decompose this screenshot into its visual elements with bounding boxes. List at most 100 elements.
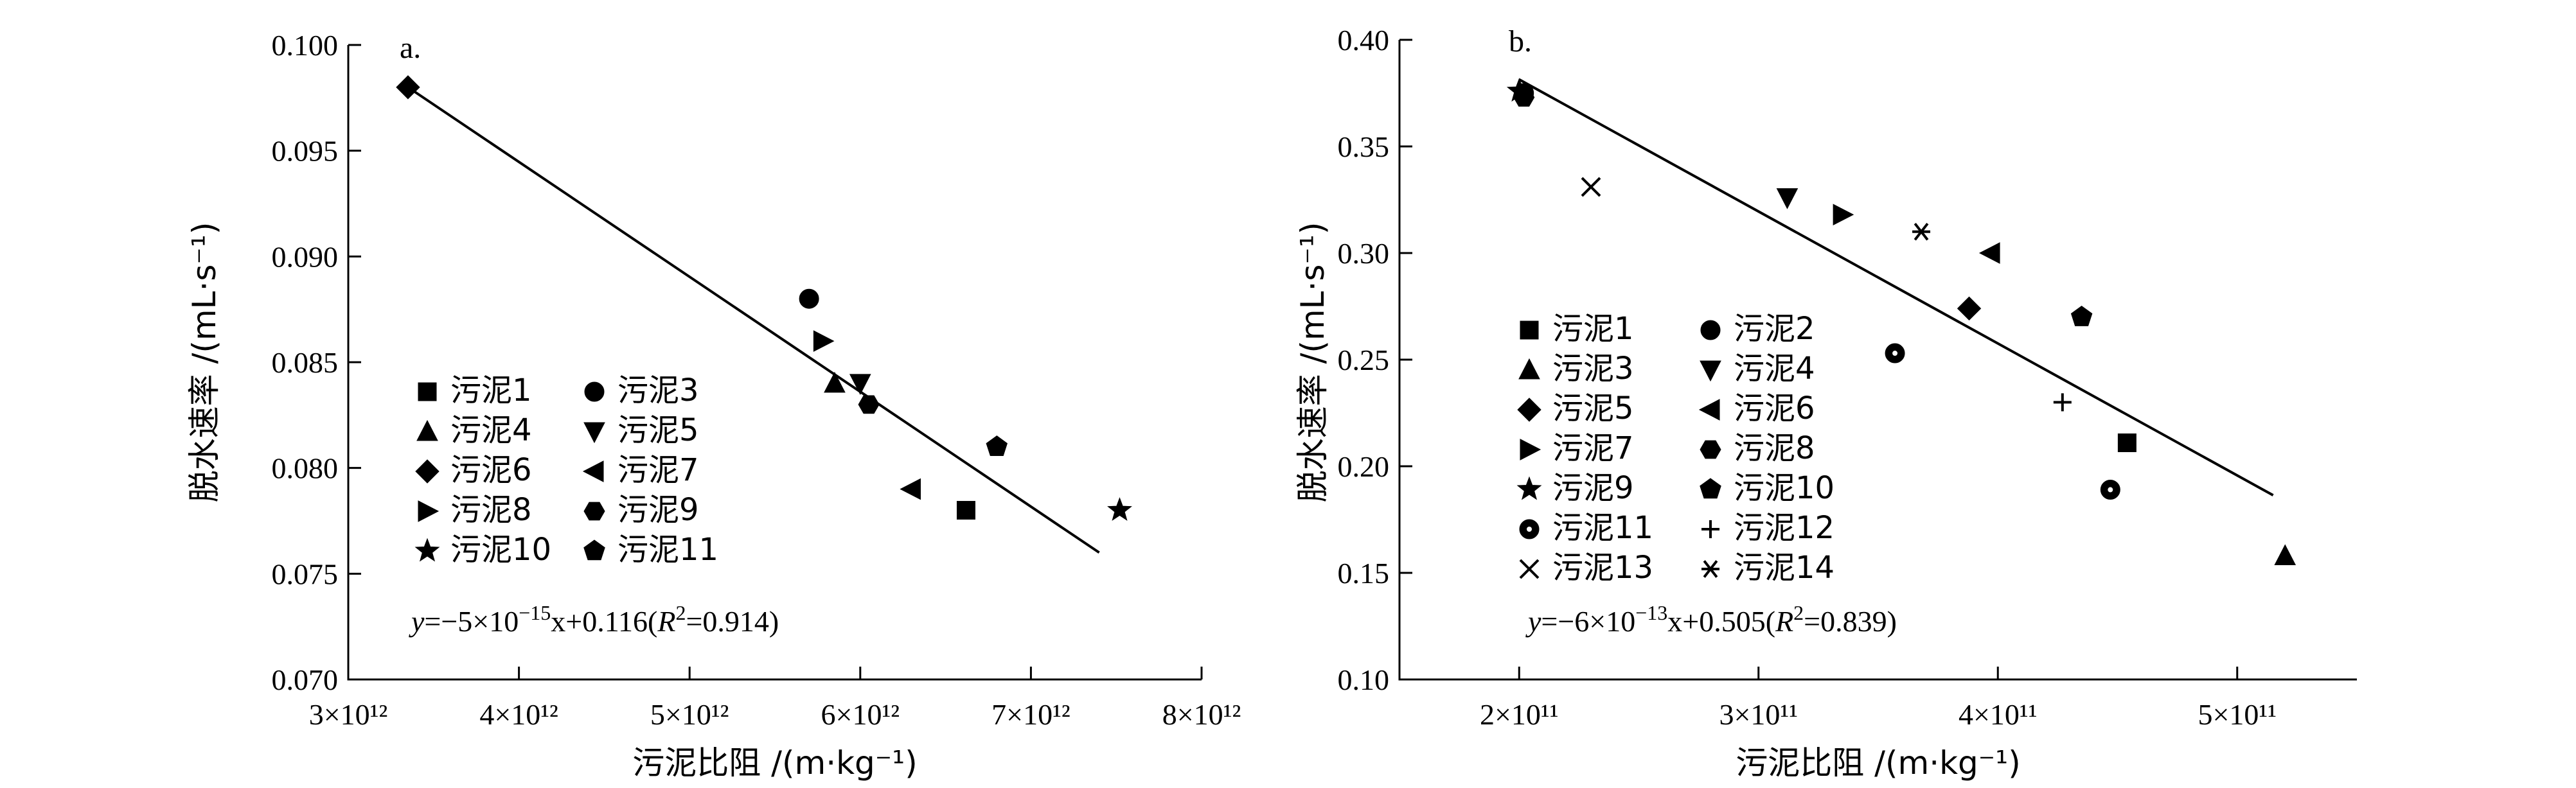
y-tick-label: 0.30 [1338, 237, 1390, 270]
legend-marker [418, 382, 437, 401]
regression-equation: y=−6×10−13x+0.505(R2=0.839) [1525, 601, 1897, 638]
legend-marker [416, 419, 438, 441]
legend-marker [1700, 360, 1721, 382]
x-tick-label: 3×10¹¹ [1719, 698, 1798, 731]
legend: 污泥1 污泥3 污泥4 污泥5 污泥6 污泥7 污泥8 污泥9 污泥10 污泥11 [414, 372, 718, 568]
y-tick-label: 0.40 [1338, 24, 1390, 57]
y-tick-label: 0.15 [1338, 557, 1390, 590]
legend-label: 污泥3 [617, 372, 699, 408]
legend-marker [584, 381, 605, 402]
chart-panel-a: 0.070 0.075 0.080 0.085 0.090 0.095 0.100 3×10¹… [186, 29, 1241, 782]
legend-label: 污泥4 [1734, 351, 1815, 387]
x-axis-label: 污泥比阻 /(m·kg⁻¹) [1736, 744, 2020, 782]
y-tick-label: 0.080 [272, 452, 339, 485]
legend-label: 污泥13 [1552, 550, 1653, 586]
regression-line [1518, 78, 2274, 496]
y-tick-label: 0.090 [272, 240, 339, 273]
x-tick-label: 5×10¹² [650, 698, 729, 731]
legend-marker [1700, 320, 1721, 340]
y-tick-label: 0.085 [272, 346, 339, 379]
legend-label: 污泥11 [1552, 510, 1653, 546]
data-point [956, 501, 975, 520]
y-tick-label: 0.100 [272, 29, 339, 62]
chart-panel-b: 0.10 0.15 0.20 0.25 0.30 0.35 0.40 2×10¹¹ 3×10¹¹… [1294, 24, 2357, 782]
legend-marker [583, 502, 605, 521]
data-point [900, 478, 921, 500]
legend-marker [583, 539, 605, 561]
legend-label: 污泥6 [1734, 390, 1815, 426]
data-point [1978, 242, 2000, 264]
data-point [1107, 497, 1132, 521]
axes [347, 45, 1202, 681]
x-tick-label: 3×10¹² [309, 698, 388, 731]
x-tick-label: 6×10¹² [821, 698, 900, 731]
x-tick-label: 4×10¹¹ [1959, 698, 2038, 731]
y-tick-label: 0.070 [272, 663, 339, 696]
y-tick-label: 0.075 [272, 557, 339, 590]
data-point [2274, 544, 2296, 565]
legend: 污泥1 污泥2 污泥3 污泥4 污泥5 污泥6 污泥7 污泥8 污泥9 污泥10 污泥11 污泥12 污… [1516, 311, 1834, 586]
legend-marker [1519, 519, 1540, 539]
panel-label: a. [400, 31, 421, 65]
y-tick-label: 0.35 [1338, 130, 1390, 163]
legend-label: 污泥3 [1552, 351, 1634, 387]
legend-marker [1700, 478, 1721, 499]
data-point [2117, 433, 2136, 452]
legend-marker [1701, 560, 1719, 578]
data-point [1776, 188, 1799, 209]
legend-marker [1698, 399, 1720, 421]
data-point [824, 371, 846, 393]
y-axis-label: 脱水速率 /(mL·s⁻¹) [186, 222, 223, 503]
legend-label: 污泥2 [1734, 311, 1815, 347]
data-point [986, 435, 1008, 456]
y-tick-label: 0.10 [1338, 663, 1390, 696]
legend-label: 污泥8 [1734, 430, 1815, 466]
data-point [2070, 305, 2093, 326]
data-point [396, 75, 420, 100]
data-point [2100, 480, 2120, 500]
legend-marker [415, 459, 440, 484]
data-point [1581, 177, 1601, 197]
legend-marker [418, 500, 440, 522]
data-point [799, 288, 819, 309]
y-tick-label: 0.095 [272, 135, 339, 168]
regression-equation: y=−5×10−15x+0.116(R2=0.914) [409, 601, 779, 638]
legend-label: 污泥7 [1552, 430, 1634, 466]
data-point [1912, 222, 1931, 241]
y-axis-label: 脱水速率 /(mL·s⁻¹) [1294, 222, 1331, 503]
legend-label: 污泥5 [617, 412, 699, 448]
legend-label: 污泥11 [617, 532, 718, 568]
legend-marker [1519, 559, 1540, 579]
x-axis-label: 污泥比阻 /(m·kg⁻¹) [632, 744, 917, 782]
axes [1398, 40, 2357, 681]
x-tick-label: 5×10¹¹ [2198, 698, 2277, 731]
legend-label: 污泥1 [450, 372, 532, 408]
legend-marker [1700, 440, 1721, 459]
legend-marker [1520, 320, 1539, 340]
legend-marker [582, 460, 604, 482]
legend-marker [1518, 358, 1540, 380]
y-tick-label: 0.25 [1338, 344, 1390, 376]
regression-line [407, 86, 1100, 554]
data-point [1506, 78, 1532, 102]
data-point [849, 374, 871, 396]
legend-label: 污泥9 [617, 492, 699, 528]
legend-label: 污泥6 [450, 452, 532, 488]
data-point [1833, 204, 1854, 226]
panel-label: b. [1509, 24, 1532, 58]
legend-marker [1520, 439, 1541, 460]
legend-label: 污泥4 [450, 412, 532, 448]
legend-label: 污泥14 [1734, 550, 1834, 586]
legend-marker [414, 538, 440, 562]
legend-marker [583, 422, 605, 444]
legend-label: 污泥10 [450, 532, 551, 568]
x-tick-label: 7×10¹² [991, 698, 1070, 731]
x-tick-label: 8×10¹² [1162, 698, 1241, 731]
legend-marker [1516, 476, 1542, 500]
data-point [1885, 343, 1905, 363]
y-tick-label: 0.20 [1338, 450, 1390, 483]
legend-label: 污泥9 [1552, 470, 1634, 506]
legend-marker [1517, 398, 1541, 422]
legend-label: 污泥1 [1552, 311, 1634, 347]
